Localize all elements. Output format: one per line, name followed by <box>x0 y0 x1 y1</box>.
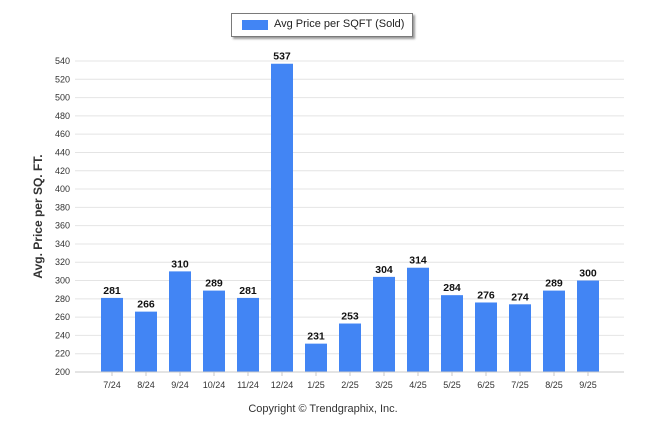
data-label: 289 <box>545 278 563 290</box>
data-label: 284 <box>443 282 461 294</box>
y-tick-label: 480 <box>55 111 70 121</box>
x-tick-label: 8/25 <box>545 380 563 390</box>
x-tick-label: 10/24 <box>203 380 226 390</box>
bar-8-25[interactable] <box>543 290 565 372</box>
x-tick-label: 7/25 <box>511 380 529 390</box>
y-tick-label: 340 <box>55 239 70 249</box>
data-label: 231 <box>307 331 325 343</box>
data-label: 281 <box>239 285 257 297</box>
y-tick-label: 360 <box>55 221 70 231</box>
x-tick-label: 4/25 <box>409 380 427 390</box>
data-label: 266 <box>137 299 155 311</box>
bar-7-25[interactable] <box>509 304 531 372</box>
x-tick-label: 11/24 <box>237 380 259 390</box>
x-tick-label: 6/25 <box>477 380 495 390</box>
y-axis-label: Avg. Price per SQ. FT. <box>31 154 45 278</box>
y-axis-ticks: 200 220 240 260 280 300 320 340 360 380 400 420 440 4… <box>55 56 70 377</box>
y-tick-label: 200 <box>55 367 70 377</box>
legend-label: Avg Price per SQFT (Sold) <box>274 18 405 30</box>
x-tick-label: 12/24 <box>271 380 294 390</box>
x-tick-label: 3/25 <box>375 380 393 390</box>
y-tick-label: 280 <box>55 294 70 304</box>
data-label: 253 <box>341 311 359 323</box>
data-label: 281 <box>103 285 121 297</box>
bars <box>101 63 599 373</box>
bar-11-24[interactable] <box>237 297 259 372</box>
bar-9-25[interactable] <box>577 280 599 372</box>
y-tick-label: 380 <box>55 202 70 212</box>
data-label: 304 <box>375 264 393 276</box>
x-tick-label: 7/24 <box>103 380 121 390</box>
y-tick-label: 240 <box>55 330 70 340</box>
bar-1-25[interactable] <box>305 343 327 372</box>
x-tick-label: 9/24 <box>171 380 189 390</box>
y-tick-label: 400 <box>55 184 70 194</box>
y-tick-label: 460 <box>55 129 70 139</box>
legend-swatch <box>242 20 268 30</box>
x-axis-ticks: 7/24 8/24 9/24 10/24 11/24 12/24 1/25 2/25 3/25 4… <box>103 372 597 390</box>
copyright-caption: Copyright © Trendgraphix, Inc. <box>248 403 398 415</box>
y-tick-label: 320 <box>55 257 70 267</box>
y-tick-label: 220 <box>55 349 70 359</box>
bar-8-24[interactable] <box>135 311 157 372</box>
y-tick-label: 300 <box>55 276 70 286</box>
data-label: 300 <box>579 268 597 280</box>
x-tick-label: 1/25 <box>307 380 325 390</box>
data-label: 276 <box>477 289 495 301</box>
bar-12-24[interactable] <box>271 63 293 373</box>
bar-7-24[interactable] <box>101 297 123 372</box>
bar-9-24[interactable] <box>169 271 191 372</box>
bar-4-25[interactable] <box>407 267 429 372</box>
x-tick-label: 9/25 <box>579 380 597 390</box>
x-tick-label: 8/24 <box>137 380 155 390</box>
y-tick-label: 520 <box>55 74 70 84</box>
bar-2-25[interactable] <box>339 323 361 372</box>
data-label: 289 <box>205 278 223 290</box>
data-label: 274 <box>511 291 529 303</box>
x-tick-label: 2/25 <box>341 380 359 390</box>
data-label: 537 <box>273 51 291 63</box>
bar-3-25[interactable] <box>373 276 395 372</box>
bar-10-24[interactable] <box>203 290 225 372</box>
x-tick-label: 5/25 <box>443 380 461 390</box>
y-tick-label: 540 <box>55 56 70 66</box>
y-tick-label: 260 <box>55 312 70 322</box>
data-label: 314 <box>409 255 427 267</box>
legend[interactable]: Avg Price per SQFT (Sold) <box>231 13 413 37</box>
data-label: 310 <box>171 258 189 270</box>
gridlines <box>75 60 624 373</box>
data-labels: 281 266 310 289 281 537 231 253 304 314 284 276 274 2… <box>103 51 597 343</box>
y-tick-label: 420 <box>55 166 70 176</box>
bar-5-25[interactable] <box>441 295 463 372</box>
y-tick-label: 500 <box>55 93 70 103</box>
y-tick-label: 440 <box>55 147 70 157</box>
bar-6-25[interactable] <box>475 302 497 372</box>
